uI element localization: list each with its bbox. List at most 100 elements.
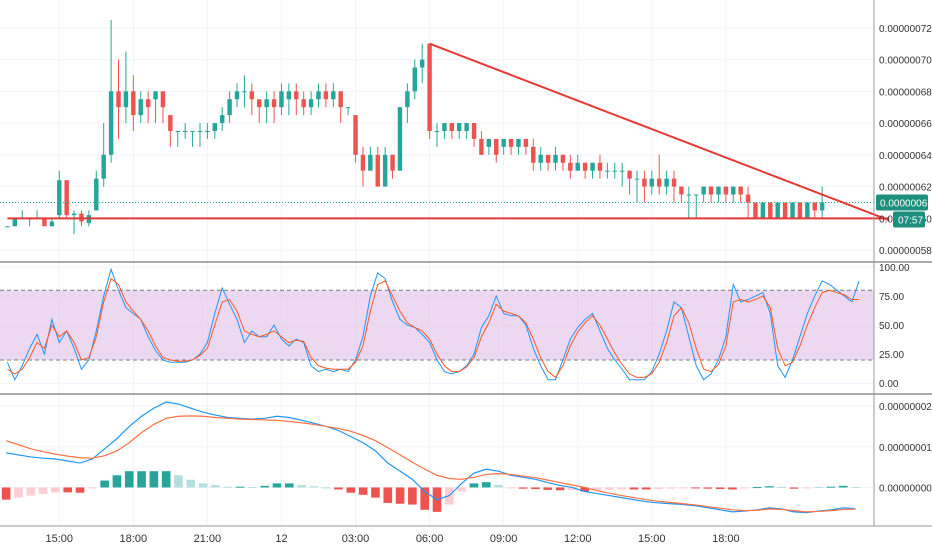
macd-histogram-bar (568, 487, 577, 490)
time-axis-label: 15:00 (638, 533, 666, 545)
macd-histogram-bar (334, 487, 343, 490)
candle-body (553, 154, 558, 163)
price-axis-label: 0.00000062 (879, 183, 932, 194)
candle-body (175, 131, 180, 132)
candle-body (338, 91, 343, 108)
candle-body (738, 186, 743, 195)
macd-histogram-bar (284, 483, 294, 488)
price-axis-label: 0.00000064 (879, 151, 932, 162)
candle-body (227, 99, 232, 116)
candle-body (434, 131, 440, 132)
macd-histogram-bar (63, 487, 73, 493)
macd-macd-line (6, 401, 856, 514)
stochastic-d-line (7, 277, 860, 379)
current-price-tag: 0.00000061 (876, 194, 932, 211)
macd-histogram-bar (703, 487, 713, 489)
price-axis-label: 0.00000070 (879, 56, 932, 67)
candle-body (797, 202, 803, 219)
candle-body (242, 91, 247, 93)
candle-body (812, 202, 817, 211)
candle-body (605, 170, 610, 172)
macd-histogram-bar (826, 486, 836, 488)
candle-body (582, 162, 588, 171)
time-axis-label: 12 (275, 533, 287, 545)
candle-body (642, 178, 647, 187)
macd-axis-label: 0.00000000 (879, 483, 932, 494)
candle-body (760, 202, 766, 219)
macd-histogram-bar (629, 487, 639, 490)
macd-histogram-bar (814, 487, 823, 489)
candle-body (360, 154, 366, 171)
trendline[interactable] (429, 42, 890, 222)
macd-histogram-bar (124, 471, 134, 488)
candle-body (656, 178, 662, 187)
candle-body (627, 170, 632, 179)
time-axis-label: 09:00 (490, 533, 518, 545)
stoch-axis-label: 100.00 (879, 263, 910, 274)
macd-histogram-bar (678, 487, 688, 489)
candle-body (271, 99, 277, 108)
candle-body (160, 91, 166, 108)
candle-body (108, 91, 114, 155)
macd-histogram-bar (654, 487, 663, 490)
candle-body (782, 202, 788, 219)
candle-body (590, 162, 595, 171)
candle-body (538, 154, 543, 163)
candle-body (805, 202, 810, 219)
candle-body (412, 67, 418, 92)
macd-histogram-bar (321, 487, 331, 489)
candle-body (523, 138, 529, 147)
price-axis-label: 0.00000066 (879, 119, 932, 130)
candle-body (308, 99, 314, 108)
candle-body (168, 115, 173, 131)
macd-pane[interactable] (1, 401, 860, 514)
macd-histogram-bar (777, 487, 786, 489)
candle-body (190, 131, 195, 132)
stochastic-pane[interactable] (0, 267, 874, 381)
macd-histogram-bar (605, 487, 614, 490)
macd-histogram-bar (715, 487, 725, 490)
candle-body (790, 202, 795, 219)
candle-body (716, 186, 721, 195)
candle-body (427, 43, 432, 131)
candle-body (471, 123, 477, 139)
candle-body (94, 178, 99, 211)
stochastic-k-line (6, 267, 860, 381)
stoch-axis-label: 75.00 (879, 292, 904, 303)
price-pane[interactable] (0, 19, 890, 235)
time-axis-label: 21:00 (194, 533, 222, 545)
macd-histogram-bar (691, 487, 700, 489)
candle-body (612, 170, 617, 172)
candle-body (71, 213, 77, 216)
candle-body (131, 91, 136, 116)
macd-histogram-bar (186, 479, 196, 488)
macd-histogram-bar (506, 487, 516, 489)
candle-body (568, 162, 573, 171)
candle-body (634, 178, 640, 180)
candle-body (234, 91, 240, 100)
candle-body (531, 146, 536, 163)
candle-body (516, 138, 521, 147)
macd-histogram-bar (211, 485, 220, 488)
candle-body (694, 194, 699, 196)
macd-histogram-bar (161, 471, 171, 488)
candle-body (205, 131, 210, 132)
macd-histogram-bar (14, 487, 23, 498)
macd-histogram-bar (740, 487, 750, 489)
candle-body (479, 138, 484, 155)
time-axis-label: 15:00 (45, 533, 73, 545)
macd-histogram-bar (26, 487, 36, 496)
candle-body (405, 91, 410, 108)
macd-histogram-bar (1, 487, 11, 500)
candle-body (701, 186, 706, 195)
candle-body (397, 107, 403, 171)
candle-body (353, 115, 358, 155)
candle-body (494, 138, 499, 155)
candle-body (768, 202, 773, 219)
candle-body (597, 162, 603, 171)
candle-body (219, 115, 225, 124)
macd-histogram-bar (518, 487, 528, 489)
candle-body (508, 138, 514, 147)
